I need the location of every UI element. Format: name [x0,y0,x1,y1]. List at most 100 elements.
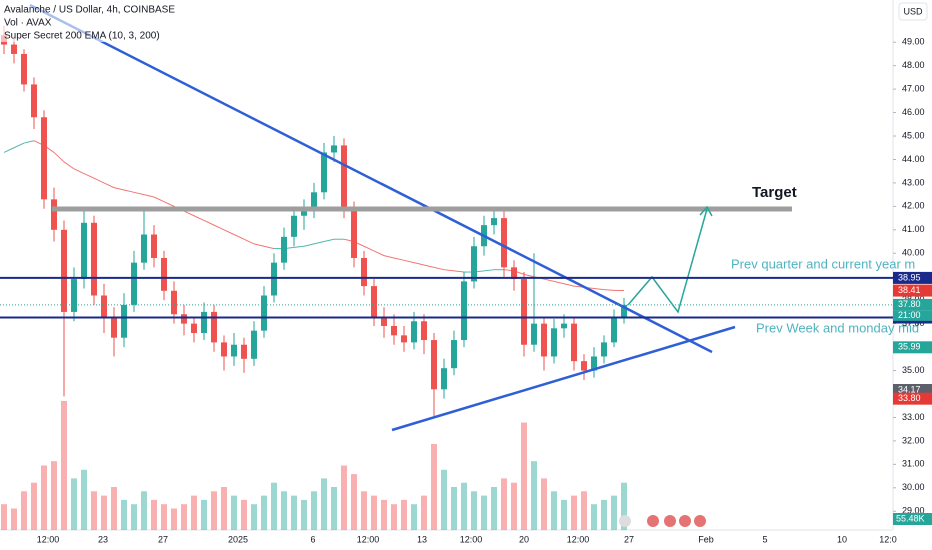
volume-bar [371,495,377,530]
volume-bar [531,461,537,530]
candle-body [171,290,177,315]
candle-body [441,368,447,390]
volume-bar [201,499,207,530]
volume-bar [311,491,317,530]
event-icon [694,515,706,527]
candle-body [91,222,97,296]
volume-bar [541,478,547,530]
ema-segment [163,201,175,207]
candle-body [561,323,567,329]
y-tick-label: 48.00 [902,60,925,70]
ema-segment [13,142,25,149]
event-icons [619,515,706,527]
candle-body [251,330,257,359]
ema-segment [593,287,605,291]
y-tick-label: 29.00 [902,506,925,516]
price-label-box [893,392,932,405]
price-label: 35.99 [898,342,921,352]
volume-bar [451,487,457,530]
volume-bar [431,444,437,530]
x-tick-label: 12:00 [37,534,60,544]
candle-body [231,344,237,357]
volume-bar [251,504,257,530]
volume-bar [211,491,217,530]
volume-bar [421,495,427,530]
volume-bar [1,504,7,530]
ema-segment [543,278,555,282]
candle-body [201,311,207,334]
candle-body [411,321,417,343]
candle-body [511,267,517,280]
candle-body [361,257,367,287]
volume-bar [301,499,307,530]
currency: USD [903,6,923,16]
candle-body [521,279,527,345]
volume-bar [561,499,567,530]
candle-body [71,279,77,312]
indicator: Super Secret 200 EMA (10, 3, 200) [4,31,160,42]
ema-segment [433,266,445,271]
ema-segment [213,224,225,231]
indicator: Vol · AVAX [4,18,52,29]
ema-segment [263,245,275,250]
annotation: Prev Week and monday mid [756,320,919,335]
countdown: 21:00 [898,310,921,320]
volume-bar [411,504,417,530]
candle-body [291,215,297,237]
candle-body [431,340,437,390]
y-tick-label: 35.00 [902,365,925,375]
candle-body [451,340,457,369]
ema-segment [603,289,615,291]
candle-body [191,323,197,334]
ema-segment [243,238,255,245]
x-tick-label: 10 [837,534,847,544]
ema-segment [53,152,65,163]
candle-body [301,208,307,216]
candle-layer [1,25,627,418]
candle-body [551,328,557,357]
candle-body [471,246,477,282]
candle-body [221,342,227,357]
candle-body [21,53,27,85]
volume-bar [341,465,347,530]
volume-bar [441,469,447,530]
candle-body [31,84,37,118]
volume-bar [41,465,47,530]
volume-bar [471,491,477,530]
event-icon [647,515,659,527]
candle-body [331,145,337,153]
x-tick-label: 27 [158,534,168,544]
x-tick-label: 27 [624,534,634,544]
price-label: 37.80 [898,299,921,309]
candle-body [61,229,67,312]
volume-bar [331,487,337,530]
chart-title: Avalanche / US Dollar, 4h, COINBASE [4,5,175,16]
y-tick-label: 42.00 [902,201,925,211]
arrow-head [699,205,713,217]
volume-bar [261,495,267,530]
candle-body [461,281,467,341]
volume-bar [571,495,577,530]
y-tick-label: 32.00 [902,435,925,445]
volume-bar [511,482,517,530]
candle-body [591,356,597,371]
ema-segment [423,264,435,268]
candle-body [41,117,47,200]
volume-bar [241,499,247,530]
volume-bar [381,499,387,530]
ema-segment [553,280,565,285]
currency-box[interactable] [898,2,928,21]
candle-body [611,316,617,343]
price-label-box [893,341,932,354]
ema-segment [193,215,205,221]
ema-segment [93,177,105,184]
ema-segment [413,262,425,266]
volume-bar [501,478,507,530]
ema-segment [63,161,75,170]
candle-body [501,218,507,268]
volume-bar [391,504,397,530]
candle-body [601,342,607,357]
x-tick-label: 12:0 [879,534,897,544]
